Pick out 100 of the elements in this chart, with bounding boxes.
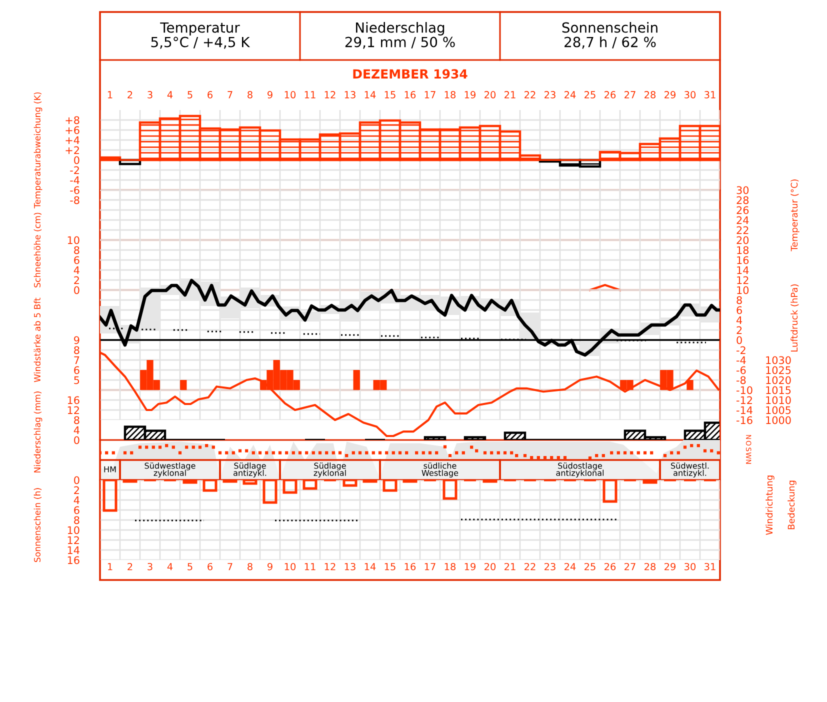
x-tick-label: 16	[404, 562, 416, 570]
y-tick-label: +6	[66, 126, 80, 134]
x-tick-label: 6	[208, 91, 212, 98]
x-tick-label: 25	[584, 562, 596, 570]
y2-tick-label: 30	[736, 186, 749, 194]
y2-tick-label: 10	[737, 286, 749, 294]
y2-tick-label: 20	[736, 236, 749, 244]
y2-tick-label: -10	[736, 386, 752, 394]
y-tick-label: +2	[66, 146, 79, 154]
y-tick-label: 14	[68, 546, 80, 554]
y-tick-label: 8	[74, 346, 80, 354]
y2-tick-label: 4	[736, 316, 742, 324]
x-tick-label: 15	[384, 563, 396, 570]
x-tick-label: 3	[148, 91, 152, 98]
y2-tick-label: -2	[736, 346, 746, 354]
y2-tick-label: -4	[736, 356, 746, 364]
y2-tick-label: 0	[736, 336, 742, 344]
y2-tick-label: 1005	[766, 406, 791, 414]
y-tick-label: 0	[74, 286, 80, 294]
x-tick-label: 29	[664, 562, 676, 570]
x-tick-label: 8	[248, 562, 252, 570]
x-tick-label: 5	[188, 563, 192, 570]
y2-tick-label: -12	[736, 396, 752, 404]
band-label: Südlage antizykl.	[234, 462, 266, 478]
x-tick-label: 17	[424, 91, 436, 98]
y2-axis-title: Bedeckung	[788, 480, 796, 530]
x-tick-label: 13	[344, 562, 356, 570]
y2-tick-label: 1030	[766, 356, 791, 364]
x-tick-label: 10	[284, 562, 296, 570]
y-tick-label: 4	[74, 426, 80, 434]
x-tick-label: 9	[268, 562, 272, 570]
x-tick-label: 5	[188, 91, 192, 98]
y2-axis-title: Temperatur (°C)	[790, 179, 800, 252]
x-tick-label: 31	[704, 562, 716, 570]
y-tick-label: 6	[74, 506, 80, 514]
x-tick-label: 25	[584, 91, 596, 98]
y-tick-label: 10	[68, 526, 80, 534]
y-tick-label: 0	[74, 156, 80, 164]
x-tick-label: 19	[464, 91, 476, 98]
y-tick-label: 16	[68, 556, 80, 564]
band-label: südliche Westlage	[422, 462, 458, 478]
y2-tick-label: 26	[736, 206, 749, 214]
y2-tick-label: 22	[736, 226, 748, 234]
x-tick-label: 19	[464, 562, 476, 570]
y2-tick-label: 12	[737, 276, 748, 284]
band-label: Südostlage antizyklonal	[556, 462, 604, 478]
x-tick-label: 11	[304, 563, 316, 570]
y-tick-label: 4	[74, 496, 80, 504]
x-tick-label: 14	[364, 91, 376, 98]
x-tick-label: 1	[108, 91, 112, 98]
y-tick-label: 12	[68, 406, 79, 414]
x-tick-label: 7	[228, 563, 232, 570]
chart-title: DEZEMBER 1934	[353, 69, 468, 79]
y-tick-label: 6	[74, 366, 80, 374]
x-tick-label: 1	[108, 563, 112, 570]
y-tick-label: 0	[74, 436, 80, 444]
x-tick-label: 21	[504, 91, 516, 98]
y2-tick-label: 16	[737, 256, 749, 264]
y-axis-title: Schneehöhe (cm)	[34, 212, 42, 288]
y2-tick-label: 1020	[766, 376, 791, 384]
y-axis-title: Temperaturabweichung (K)	[34, 92, 42, 208]
y-tick-label: 5	[74, 376, 80, 384]
y-tick-label: 8	[74, 516, 80, 524]
y2-tick-label: 2	[736, 326, 742, 334]
y-axis-title: Sonnenschein (h)	[34, 488, 42, 562]
x-tick-label: 9	[268, 91, 272, 98]
text: Niederschlag 29,1 mm / 50 %	[345, 22, 455, 49]
x-tick-label: 24	[564, 562, 576, 570]
x-tick-label: 2	[128, 562, 132, 570]
x-tick-label: 20	[484, 562, 496, 570]
x-tick-label: 22	[524, 562, 536, 570]
y2-tick-label: 1000	[766, 416, 791, 424]
x-tick-label: 22	[524, 91, 536, 98]
y2-tick-label: 8	[736, 296, 742, 304]
x-tick-label: 6	[208, 562, 212, 570]
x-tick-label: 3	[148, 562, 152, 570]
x-tick-label: 2	[128, 91, 132, 98]
y-tick-label: 8	[74, 246, 80, 254]
y2-tick-label: 1010	[766, 396, 791, 404]
x-tick-label: 18	[444, 91, 456, 98]
x-tick-label: 8	[248, 91, 252, 98]
y-tick-label: 8	[74, 416, 80, 424]
y2-tick-label: -8	[736, 376, 746, 384]
y2-tick-label: 1025	[766, 366, 791, 374]
y2-axis-title: Luftdruck (hPa)	[790, 284, 799, 352]
y2-tick-label: 1015	[766, 386, 791, 394]
y-axis-title: Windstärke ab 5 Bft	[34, 298, 40, 382]
y-tick-label: +4	[66, 136, 80, 144]
x-tick-label: 23	[544, 91, 556, 98]
x-tick-label: 17	[424, 563, 436, 570]
x-tick-label: 12	[324, 91, 336, 98]
y2-tick-label: 24	[736, 216, 749, 224]
y-tick-label: 10	[68, 236, 80, 244]
x-tick-label: 26	[604, 91, 616, 98]
x-tick-label: 21	[504, 562, 516, 570]
band-label: HM	[104, 466, 116, 472]
y-axis-title: Niederschlag (mm)	[34, 392, 42, 472]
text: Sonnenschein 28,7 h / 62 %	[562, 22, 658, 49]
x-tick-label: 15	[384, 91, 396, 98]
x-tick-label: 29	[664, 91, 676, 98]
